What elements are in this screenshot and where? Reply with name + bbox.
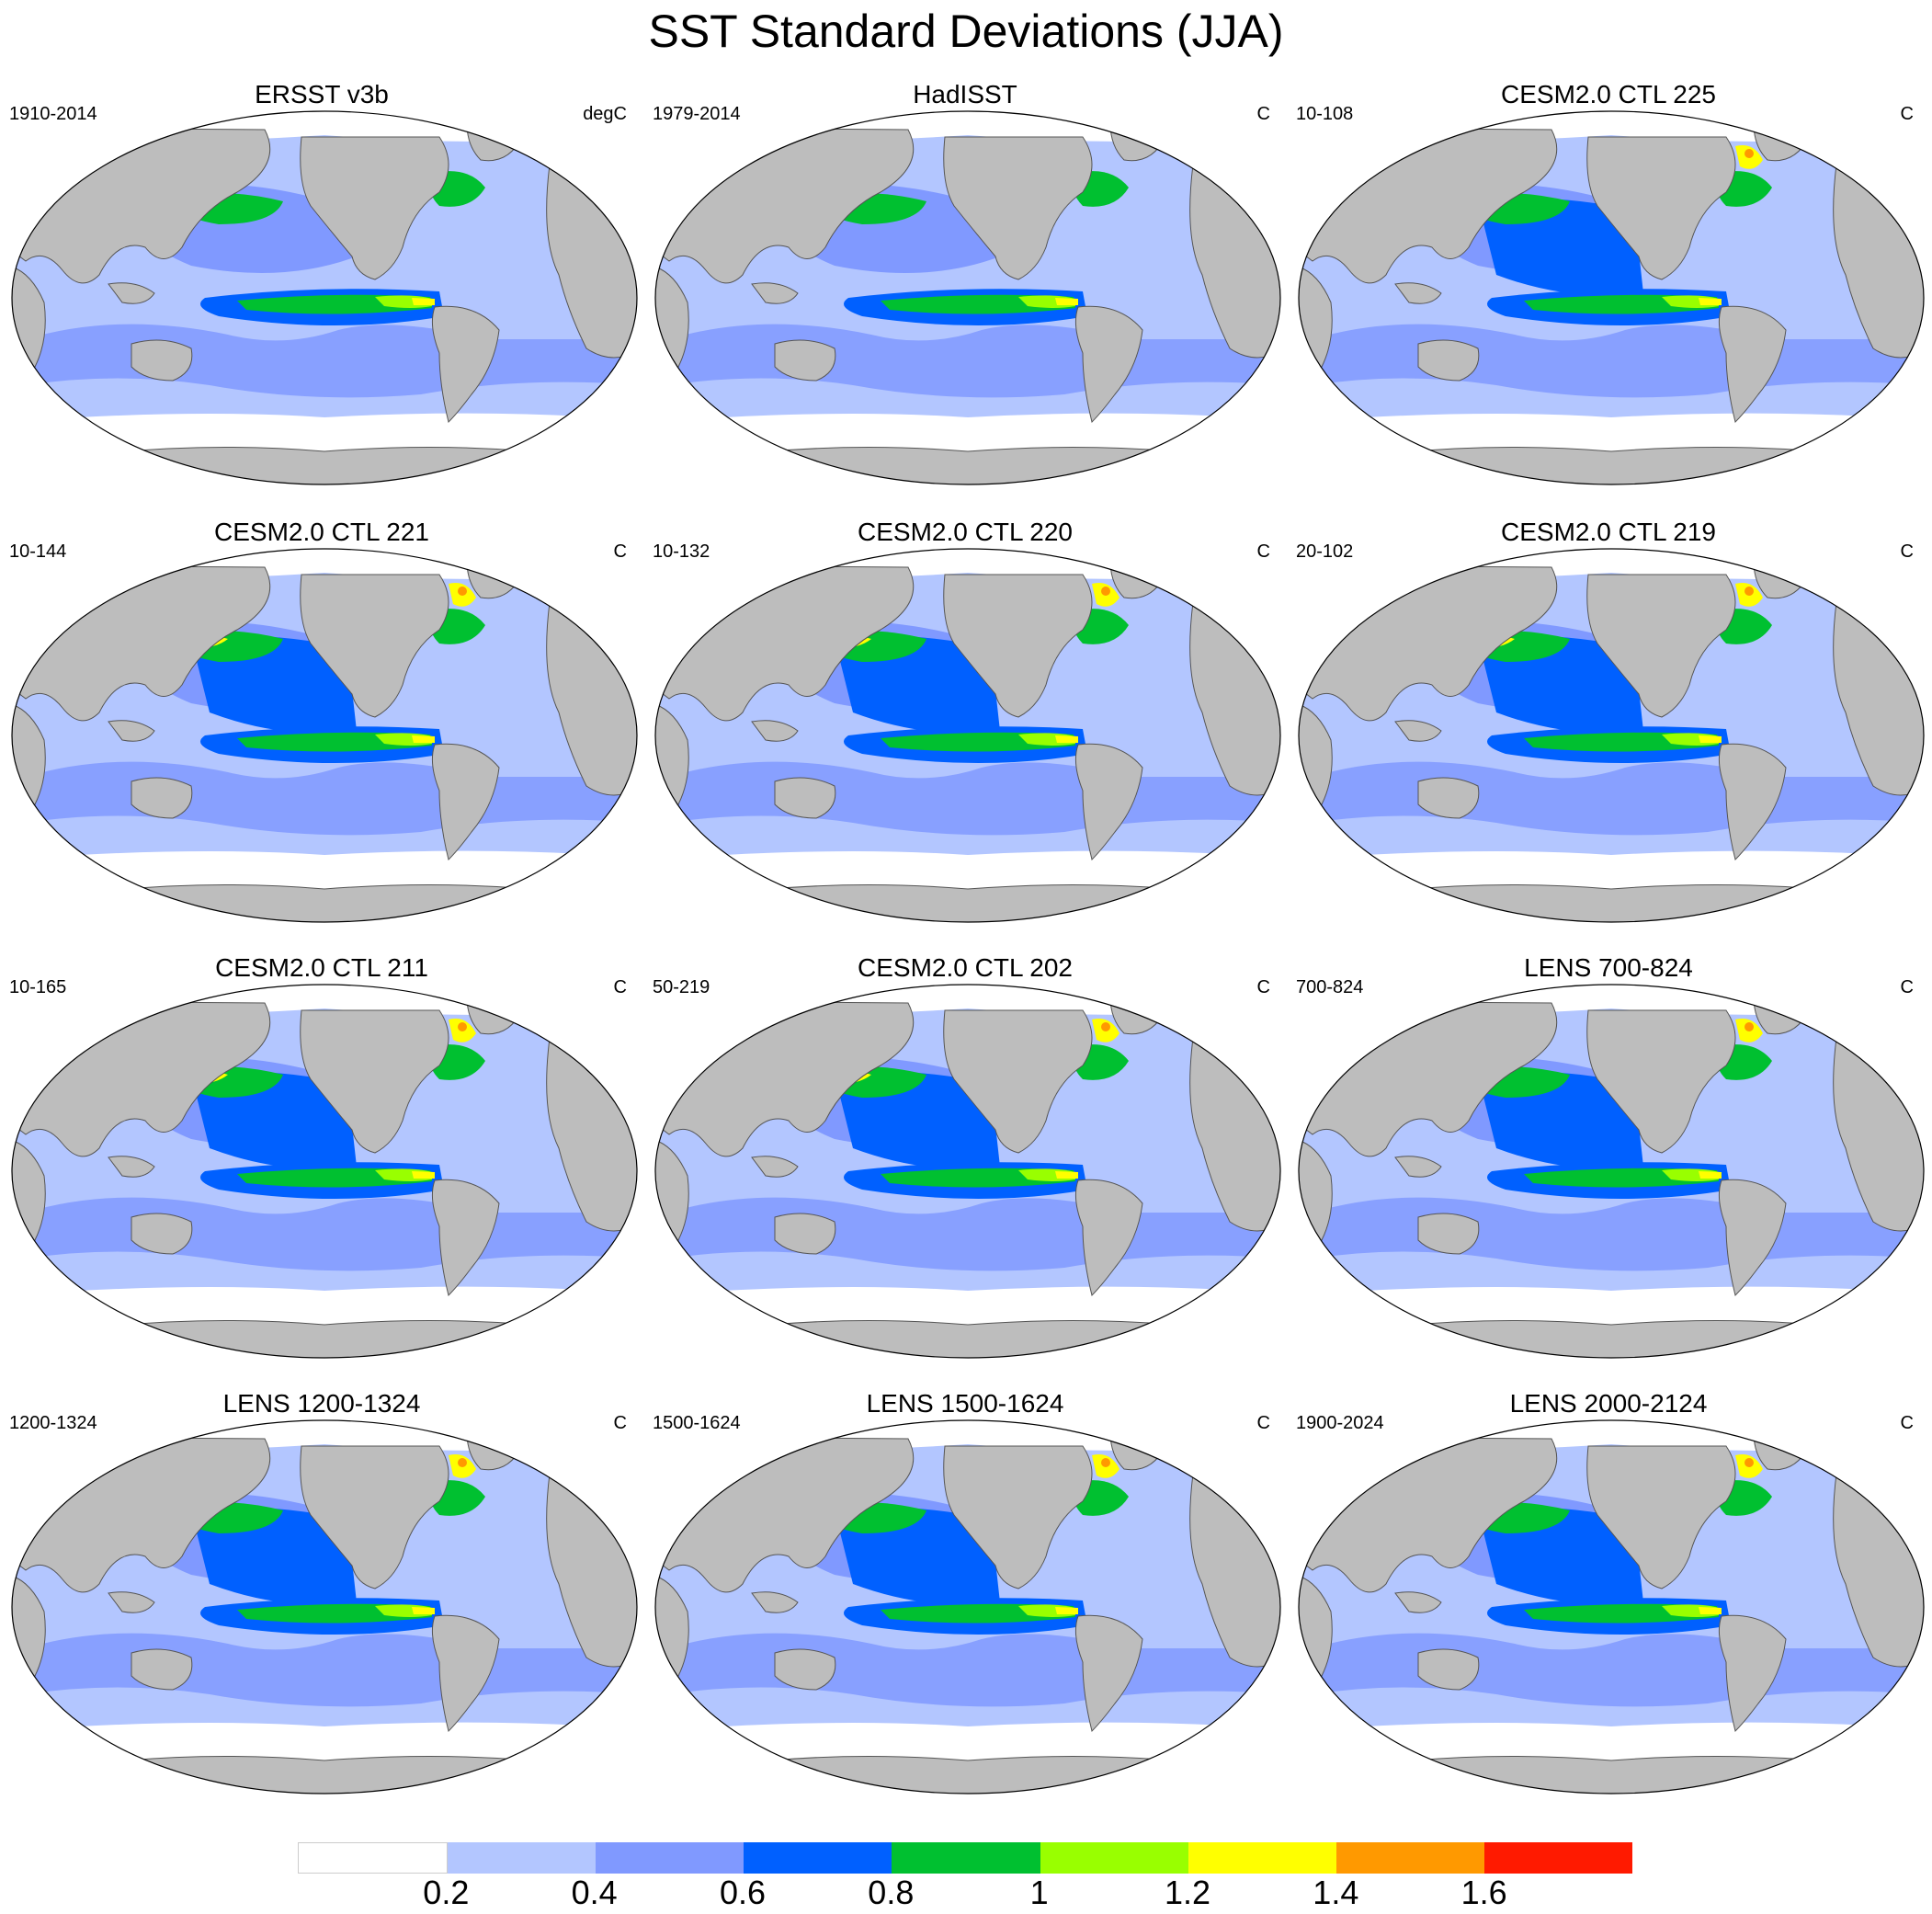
legend-label: 0.6	[719, 1874, 767, 1911]
world-map	[1298, 984, 1925, 1359]
panel-units: degC	[583, 104, 627, 124]
legend-swatch	[298, 1842, 449, 1874]
map-panel: ERSST v3b 1910-2014 degC	[0, 79, 643, 511]
panel-title: CESM2.0 CTL 202	[858, 953, 1073, 982]
panel-title: CESM2.0 CTL 220	[858, 518, 1073, 546]
panel-title: CESM2.0 CTL 211	[215, 953, 428, 982]
legend-swatch	[892, 1842, 1040, 1874]
map-panel: CESM2.0 CTL 221 10-144 C	[0, 517, 643, 949]
panel-units: C	[1900, 1413, 1914, 1433]
panel-year-range: 1979-2014	[653, 104, 741, 124]
world-map	[11, 110, 638, 485]
legend-label: 0.4	[571, 1874, 618, 1911]
legend-swatch	[596, 1842, 744, 1874]
panel-units: C	[613, 977, 627, 997]
legend-swatch	[1335, 1842, 1484, 1874]
legend-swatch	[1040, 1842, 1188, 1874]
legend-swatch	[744, 1842, 892, 1874]
figure-title: SST Standard Deviations (JJA)	[648, 6, 1284, 57]
panel-units: C	[613, 541, 627, 562]
world-map	[1298, 1419, 1925, 1794]
panel-year-range: 1500-1624	[653, 1413, 741, 1433]
panel-year-range: 1910-2014	[9, 104, 97, 124]
world-map	[654, 1419, 1281, 1794]
panel-units: C	[1900, 104, 1914, 124]
world-map	[1298, 548, 1925, 923]
panel-units: C	[613, 1413, 627, 1433]
legend-swatch	[1483, 1842, 1632, 1874]
panel-year-range: 20-102	[1296, 541, 1354, 562]
panel-title: CESM2.0 CTL 219	[1501, 518, 1716, 546]
legend-label: 0.8	[868, 1874, 915, 1911]
panel-year-range: 10-144	[9, 541, 67, 562]
panel-year-range: 10-108	[1296, 104, 1354, 124]
world-map	[11, 1419, 638, 1794]
world-map	[654, 548, 1281, 923]
world-map	[654, 984, 1281, 1359]
legend-label: 0.2	[423, 1874, 470, 1911]
map-panel: CESM2.0 CTL 219 20-102 C	[1287, 517, 1930, 949]
panel-units: C	[1256, 541, 1270, 562]
world-map	[1298, 110, 1925, 485]
panel-units: C	[1900, 541, 1914, 562]
panel-year-range: 50-219	[653, 977, 710, 997]
map-panel: CESM2.0 CTL 225 10-108 C	[1287, 79, 1930, 511]
world-map	[11, 984, 638, 1359]
world-map	[11, 548, 638, 923]
legend-label: 1.6	[1460, 1874, 1507, 1911]
legend-swatch	[1188, 1842, 1336, 1874]
legend-color-bar	[298, 1842, 1632, 1874]
panel-title: ERSST v3b	[255, 80, 389, 108]
panel-year-range: 10-132	[653, 541, 710, 562]
world-map	[654, 110, 1281, 485]
panel-year-range: 10-165	[9, 977, 67, 997]
panel-title: CESM2.0 CTL 221	[214, 518, 429, 546]
panel-units: C	[1900, 977, 1914, 997]
color-legend: 0.2 0.4 0.6 0.8 1 1.2 1.4 1.6	[298, 1842, 1632, 1912]
map-panel: LENS 2000-2124 1900-2024 C	[1287, 1388, 1930, 1820]
panel-title: LENS 1200-1324	[222, 1389, 421, 1418]
map-panel: CESM2.0 CTL 211 10-165 C	[0, 952, 643, 1384]
panel-title: CESM2.0 CTL 225	[1501, 80, 1716, 108]
panel-units: C	[1256, 1413, 1270, 1433]
panel-title: LENS 2000-2124	[1509, 1389, 1708, 1418]
legend-swatch	[448, 1842, 597, 1874]
legend-label: 1.4	[1313, 1874, 1359, 1911]
legend-label: 1.2	[1164, 1874, 1211, 1911]
map-panel: HadISST 1979-2014 C	[643, 79, 1287, 511]
panel-title: HadISST	[913, 80, 1017, 108]
panel-units: C	[1256, 977, 1270, 997]
panel-title: LENS 1500-1624	[866, 1389, 1064, 1418]
map-panel: LENS 1500-1624 1500-1624 C	[643, 1388, 1287, 1820]
legend-label: 1	[1029, 1874, 1049, 1911]
panel-year-range: 700-824	[1296, 977, 1364, 997]
panel-units: C	[1256, 104, 1270, 124]
panel-title: LENS 700-824	[1524, 953, 1693, 982]
map-panel: CESM2.0 CTL 202 50-219 C	[643, 952, 1287, 1384]
map-panel: LENS 700-824 700-824 C	[1287, 952, 1930, 1384]
panel-year-range: 1200-1324	[9, 1413, 97, 1433]
map-panel: CESM2.0 CTL 220 10-132 C	[643, 517, 1287, 949]
panel-year-range: 1900-2024	[1296, 1413, 1384, 1433]
map-panel: LENS 1200-1324 1200-1324 C	[0, 1388, 643, 1820]
